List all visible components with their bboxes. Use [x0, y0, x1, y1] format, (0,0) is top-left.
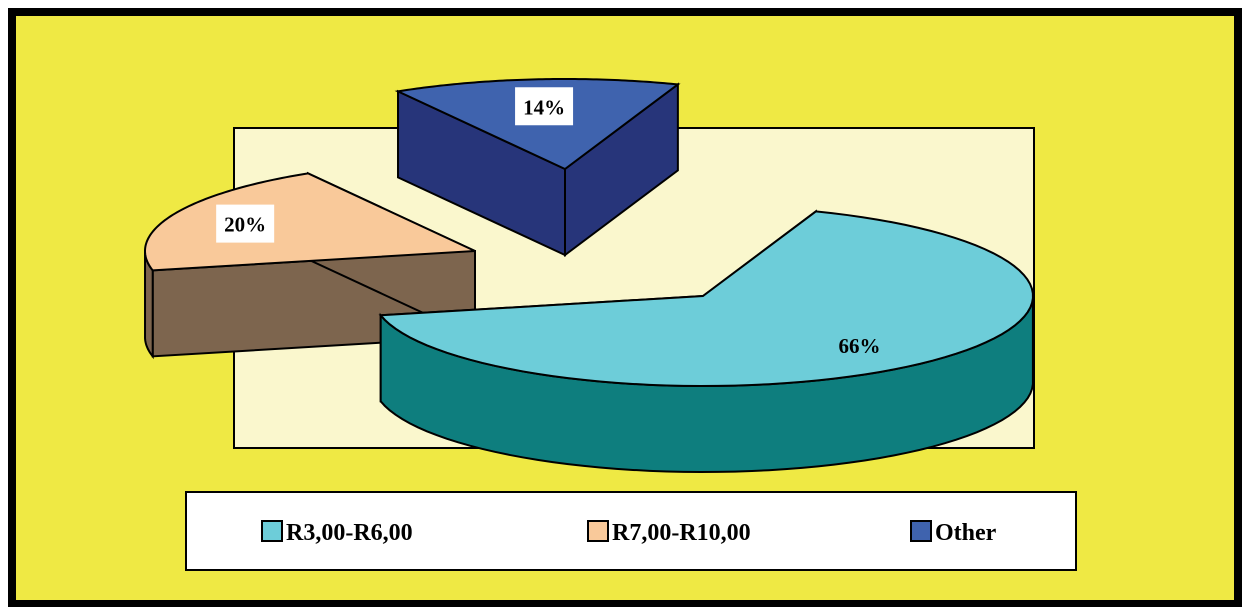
slice-top-r3-r6: [378, 210, 1034, 387]
data-label-r3-r6: 66%: [839, 334, 881, 358]
legend: R3,00-R6,00 R7,00-R10,00 Other: [185, 491, 1077, 571]
data-label-box-other: [515, 87, 574, 126]
legend-label-r7-r10: R7,00-R10,00: [612, 520, 751, 546]
legend-entry-r7-r10: R7,00-R10,00: [587, 520, 751, 546]
pie-slice-r7-r10: 20%: [144, 171, 476, 360]
legend-label-other: Other: [935, 520, 997, 546]
legend-entry-other: Other: [910, 520, 997, 546]
data-label-other: 14%: [523, 95, 565, 119]
legend-swatch-other: [910, 520, 932, 542]
pie: 14% 20% 66%: [144, 78, 1034, 473]
slice-top-r7-r10: [144, 172, 476, 272]
legend-swatch-r3-r6: [261, 520, 283, 542]
legend-entry-r3-r6: R3,00-R6,00: [261, 520, 413, 546]
data-label-box-r7-r10: [216, 204, 275, 243]
pie-slice-r3-r6: 66%: [378, 209, 1034, 473]
data-label-r7-r10: 20%: [224, 213, 266, 237]
legend-swatch-r7-r10: [587, 520, 609, 542]
legend-label-r3-r6: R3,00-R6,00: [286, 520, 413, 546]
pie-slice-other: 14%: [394, 78, 681, 257]
